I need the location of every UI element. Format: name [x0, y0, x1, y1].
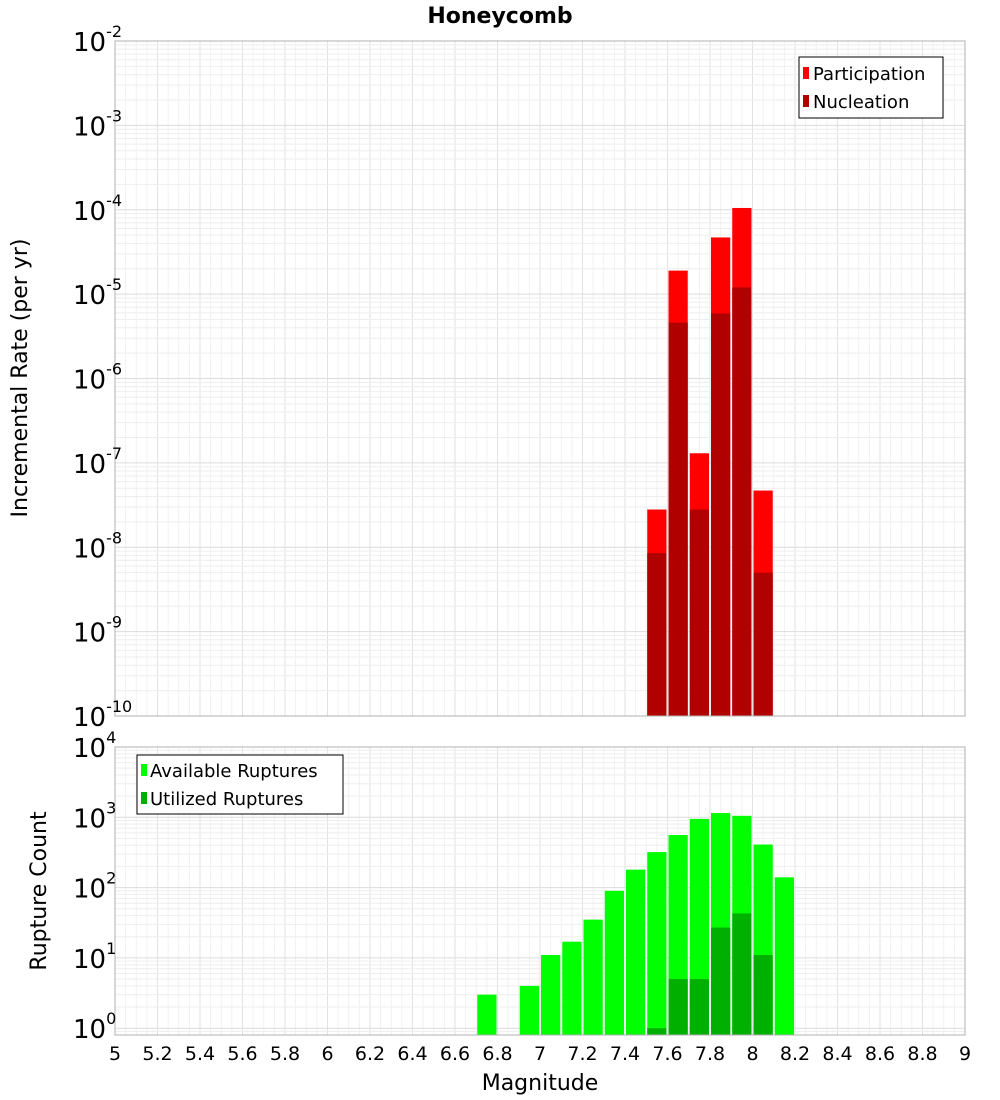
x-tick-label: 7.4 [610, 1043, 640, 1065]
bar-available-ruptures [647, 852, 667, 1035]
x-tick-label: 6.6 [440, 1043, 470, 1065]
bar-nucleation [753, 572, 773, 716]
rupture-legend-box [136, 754, 344, 815]
x-tick-label: 5.6 [227, 1043, 257, 1065]
bar-available-ruptures [583, 919, 603, 1035]
y-tick-label: 10-2 [73, 22, 122, 58]
y-tick-label: 10-4 [73, 191, 122, 227]
x-tick-label: 6 [321, 1043, 333, 1065]
bar-nucleation [689, 509, 709, 716]
bar-nucleation [711, 313, 731, 716]
rupture-plot-x-ticks: 5 5.2 5.4 5.6 5.8 6 6.2 6.4 6.6 6.8 7 7.2 7.4 7.6 7.8 8… [109, 1043, 971, 1065]
x-tick-label: 6.2 [355, 1043, 385, 1065]
rate-plot-legend: Participation Nucleation [798, 56, 944, 119]
x-tick-label: 7.8 [695, 1043, 725, 1065]
bar-available-ruptures [626, 869, 646, 1035]
x-tick-label: 8.6 [865, 1043, 895, 1065]
rate-legend-box [798, 56, 944, 119]
bar-available-ruptures [604, 890, 624, 1035]
x-tick-label: 6.4 [397, 1043, 427, 1065]
x-tick-label: 5.2 [142, 1043, 172, 1065]
y-tick-label: 10-8 [73, 528, 122, 564]
x-tick-label: 8.4 [822, 1043, 852, 1065]
rate-plot-bars [647, 207, 773, 716]
y-tick-label: 100 [73, 1009, 116, 1045]
y-tick-label: 10-10 [73, 697, 132, 733]
y-tick-label: 10-5 [73, 275, 122, 311]
bar-utilized-ruptures [689, 979, 709, 1035]
rupture-count-plot: 100 101 102 103 104 5 5.2 5.4 5.6 5.8 6 6.2 6.4 6.6 6… [27, 728, 971, 1096]
legend-label-utilized-ruptures: Utilized Ruptures [150, 789, 303, 810]
bar-available-ruptures [562, 941, 582, 1035]
bar-nucleation [732, 287, 752, 716]
y-tick-label: 10-9 [73, 613, 122, 649]
y-tick-label: 101 [73, 939, 116, 975]
legend-label-available-ruptures: Available Ruptures [150, 761, 318, 782]
bar-nucleation [647, 553, 667, 716]
rate-plot-y-label: Incremental Rate (per yr) [8, 239, 33, 518]
rupture-plot-legend: Available Ruptures Utilized Ruptures [136, 754, 344, 815]
x-tick-label: 5.4 [185, 1043, 215, 1065]
x-tick-label: 8.2 [780, 1043, 810, 1065]
bar-nucleation [668, 322, 688, 716]
bar-available-ruptures [541, 954, 561, 1035]
x-tick-label: 9 [959, 1043, 971, 1065]
rate-plot-border [114, 40, 966, 717]
bar-utilized-ruptures [711, 927, 731, 1035]
x-tick-label: 7.2 [567, 1043, 597, 1065]
rupture-plot-y-ticks: 100 101 102 103 104 [73, 728, 116, 1045]
y-tick-label: 102 [73, 869, 116, 905]
bar-utilized-ruptures [753, 954, 773, 1035]
legend-label-nucleation: Nucleation [813, 92, 909, 113]
legend-swatch-participation [803, 67, 809, 79]
x-tick-label: 5 [109, 1043, 121, 1065]
y-tick-label: 104 [73, 728, 116, 764]
bar-utilized-ruptures [732, 913, 752, 1035]
bar-utilized-ruptures [668, 979, 688, 1035]
y-tick-label: 10-7 [73, 444, 122, 480]
rate-plot-grid [114, 41, 966, 717]
x-tick-label: 5.8 [270, 1043, 300, 1065]
x-tick-label: 8.8 [907, 1043, 937, 1065]
rate-plot-y-ticks: 10-10 10-9 10-8 10-7 10-6 10-5 10-4 10-3 10-2 [73, 22, 132, 733]
x-axis-label: Magnitude [482, 1071, 599, 1096]
legend-label-participation: Participation [813, 64, 925, 85]
rupture-plot-border [114, 746, 966, 1036]
y-tick-label: 103 [73, 798, 116, 834]
bar-utilized-ruptures [647, 1028, 667, 1035]
bar-available-ruptures [774, 877, 794, 1035]
x-tick-label: 6.8 [482, 1043, 512, 1065]
y-tick-label: 10-3 [73, 106, 122, 142]
x-tick-label: 7 [534, 1043, 546, 1065]
legend-swatch-utilized-ruptures [141, 792, 147, 804]
rupture-plot-y-label: Rupture Count [27, 811, 52, 971]
rupture-plot-bars [477, 813, 794, 1035]
legend-swatch-nucleation [803, 95, 809, 107]
rate-plot: 10-10 10-9 10-8 10-7 10-6 10-5 10-4 10-3 10-2 In… [8, 22, 966, 733]
bar-available-ruptures [519, 985, 539, 1035]
chart-title: Honeycomb [427, 4, 572, 29]
x-tick-label: 8 [746, 1043, 758, 1065]
x-tick-label: 7.6 [652, 1043, 682, 1065]
legend-swatch-available-ruptures [141, 764, 147, 776]
bar-available-ruptures [477, 994, 497, 1035]
y-tick-label: 10-6 [73, 360, 122, 396]
